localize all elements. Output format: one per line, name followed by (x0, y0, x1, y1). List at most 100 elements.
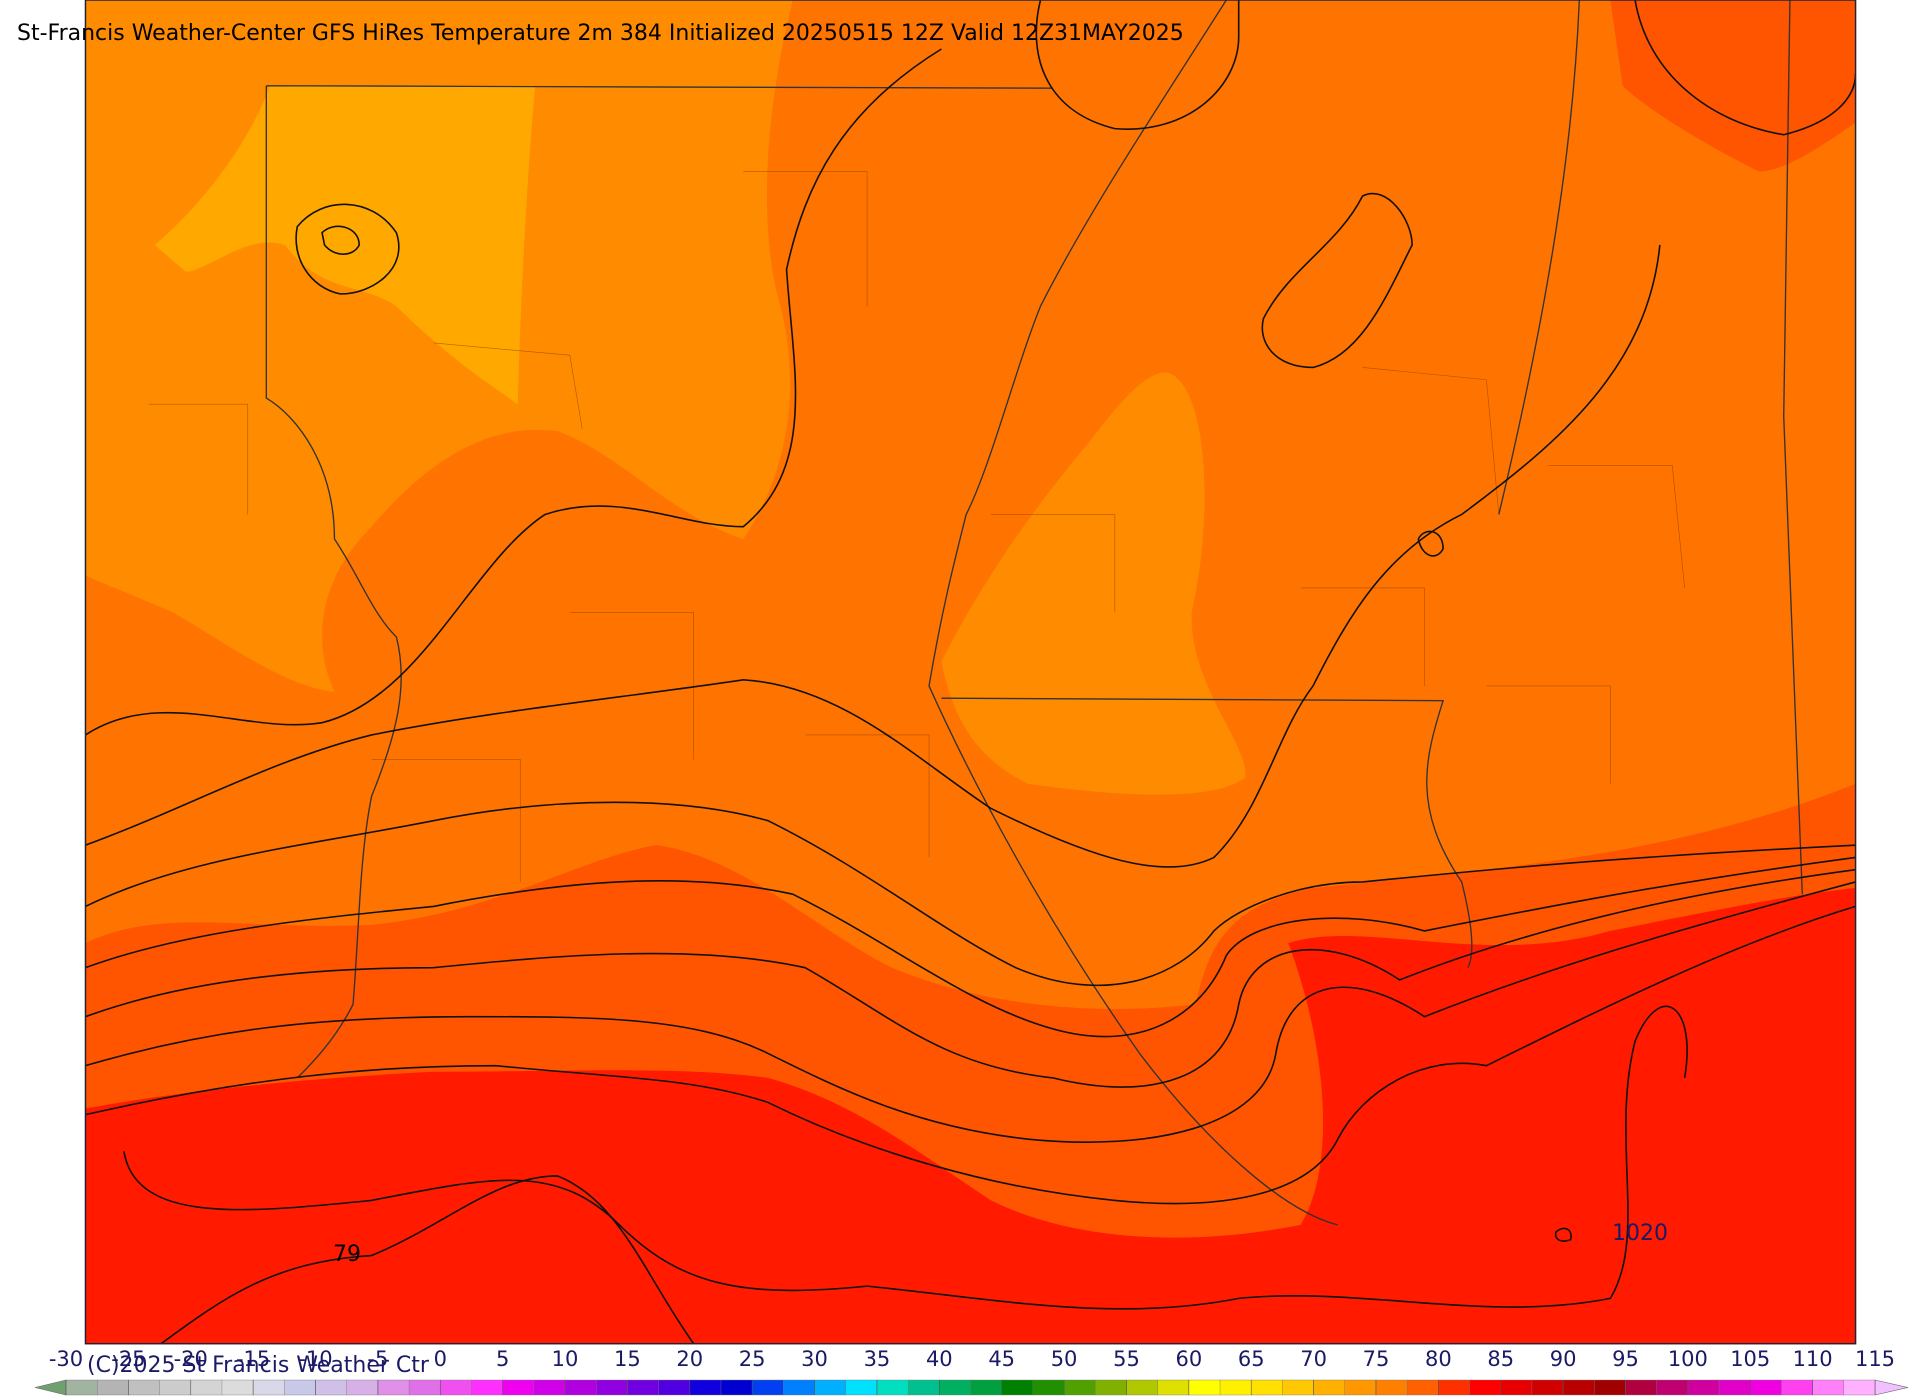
colorbar-box (1001, 1379, 1034, 1396)
colorbar-label: 55 (1113, 1347, 1140, 1371)
colorbar-box (346, 1379, 379, 1396)
colorbar-box (876, 1379, 909, 1396)
colorbar-box (96, 1379, 129, 1396)
colorbar-label: 115 (1855, 1347, 1895, 1371)
colorbar-box (1843, 1379, 1876, 1396)
colorbar-label: 65 (1238, 1347, 1265, 1371)
band-80 (154, 85, 536, 405)
map-frame (84, 0, 1857, 1345)
colorbar: -30 -25 -20 -15 -10 -5 0 5 10 15 20 25 30 35 40 45 50 55 6… (34, 1347, 1909, 1396)
colorbar-label: 95 (1612, 1347, 1639, 1371)
colorbar-label: 50 (1051, 1347, 1078, 1371)
colorbar-label: 35 (864, 1347, 891, 1371)
colorbar-box (1188, 1379, 1221, 1396)
colorbar-box (1406, 1379, 1439, 1396)
colorbar-label: 5 (496, 1347, 509, 1371)
colorbar-box (1781, 1379, 1814, 1396)
colorbar-box (1687, 1379, 1720, 1396)
isobars (85, 0, 1856, 1344)
colorbar-box (1594, 1379, 1626, 1396)
colorbar-label: -30 (49, 1347, 83, 1371)
colorbar-box (1656, 1379, 1689, 1396)
map-area (84, 0, 1857, 1345)
colorbar-label: 105 (1730, 1347, 1770, 1371)
colorbar-box (128, 1379, 161, 1396)
county-lines (148, 171, 1685, 882)
band-74b (1610, 0, 1856, 172)
colorbar-label: 30 (801, 1347, 828, 1371)
colorbar-box (658, 1379, 691, 1396)
colorbar-box (1251, 1379, 1283, 1396)
colorbar-box (751, 1379, 784, 1396)
colorbar-box (440, 1379, 472, 1396)
colorbar-box (1095, 1379, 1127, 1396)
colorbar-label: 25 (739, 1347, 766, 1371)
colorbar-box (1313, 1379, 1346, 1396)
colorbar-box (596, 1379, 628, 1396)
colorbar-box (1063, 1379, 1096, 1396)
borders (265, 0, 1803, 1226)
colorbar-under (34, 1379, 67, 1396)
colorbar-box (1500, 1379, 1533, 1396)
colorbar-box (1282, 1379, 1315, 1396)
colorbar-box (533, 1379, 566, 1396)
colorbar-label: 60 (1175, 1347, 1202, 1371)
colorbar-box (1032, 1379, 1065, 1396)
colorbar-box (65, 1379, 98, 1396)
colorbar-label: 45 (988, 1347, 1015, 1371)
colorbar-label: -25 (111, 1347, 145, 1371)
colorbar-label: 70 (1300, 1347, 1327, 1371)
colorbar-box (970, 1379, 1003, 1396)
colorbar-box (1469, 1379, 1502, 1396)
colorbar-box (1531, 1379, 1564, 1396)
colorbar-over (1874, 1379, 1909, 1396)
colorbar-label: -20 (174, 1347, 208, 1371)
colorbar-box (471, 1379, 504, 1396)
colorbar-box (564, 1379, 597, 1396)
contour-label: 1020 (1612, 1221, 1668, 1246)
colorbar-box (1562, 1379, 1595, 1396)
colorbar-box (1219, 1379, 1252, 1396)
colorbar-box (1157, 1379, 1190, 1396)
colorbar-box (1812, 1379, 1845, 1396)
colorbar-box (939, 1379, 972, 1396)
colorbar-label: -10 (298, 1347, 332, 1371)
contour-label: 79 (333, 1242, 361, 1267)
colorbar-box (907, 1379, 940, 1396)
map-title: St-Francis Weather-Center GFS HiRes Temp… (17, 21, 1184, 46)
colorbar-label: 75 (1363, 1347, 1390, 1371)
colorbar-box (190, 1379, 223, 1396)
colorbar-box (284, 1379, 317, 1396)
colorbar-label: 80 (1425, 1347, 1452, 1371)
colorbar-label: 0 (434, 1347, 447, 1371)
colorbar-box (221, 1379, 254, 1396)
colorbar-label: 20 (676, 1347, 703, 1371)
band-72 (85, 888, 1856, 1344)
colorbar-label: 100 (1668, 1347, 1708, 1371)
colorbar-box (1126, 1379, 1159, 1396)
colorbar-label: -5 (367, 1347, 388, 1371)
band-78b (941, 372, 1246, 795)
colorbar-label: 110 (1793, 1347, 1833, 1371)
colorbar-box (1750, 1379, 1782, 1396)
colorbar-box (783, 1379, 816, 1396)
colorbar-label: 15 (614, 1347, 641, 1371)
colorbar-label: 90 (1550, 1347, 1577, 1371)
colorbar-box (1375, 1379, 1408, 1396)
colorbar-box (502, 1379, 535, 1396)
colorbar-box (627, 1379, 660, 1396)
colorbar-label: -15 (236, 1347, 270, 1371)
colorbar-label: 85 (1487, 1347, 1514, 1371)
colorbar-box (1438, 1379, 1471, 1396)
colorbar-box (1625, 1379, 1658, 1396)
colorbar-box (408, 1379, 441, 1396)
colorbar-box (159, 1379, 192, 1396)
colorbar-label: 40 (926, 1347, 953, 1371)
colorbar-label: 10 (552, 1347, 579, 1371)
copyright: (C)2025 St Francis Weather Ctr (87, 1353, 430, 1378)
colorbar-box (252, 1379, 285, 1396)
colorbar-box (814, 1379, 847, 1396)
colorbar-box (315, 1379, 348, 1396)
